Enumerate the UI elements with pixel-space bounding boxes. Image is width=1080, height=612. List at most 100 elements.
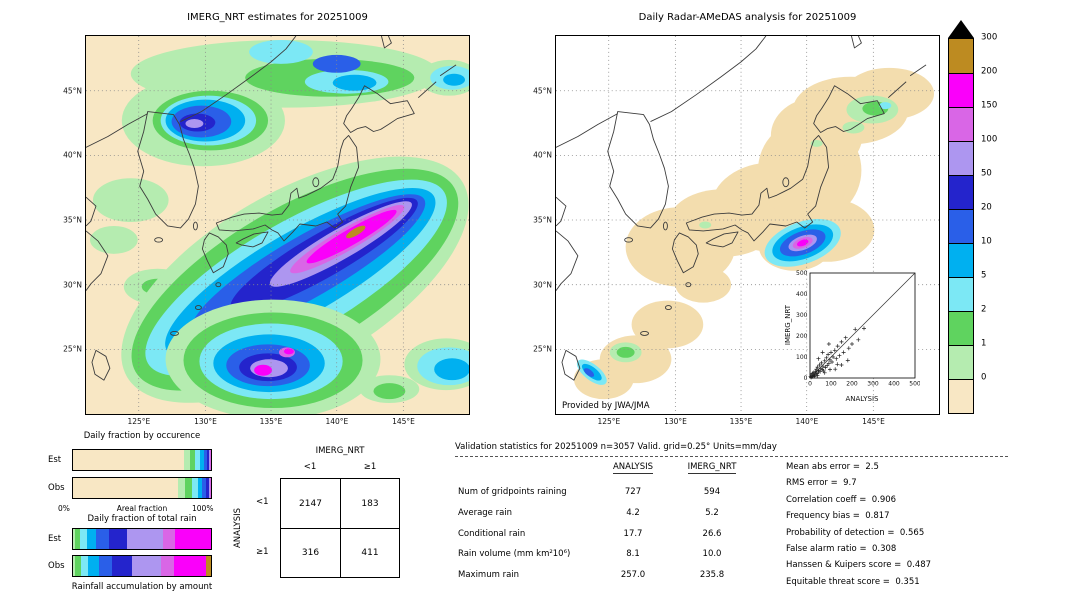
inset-scatter-plot: 00 100 100 200 200 300 300 400 400 500 500 ANALYSI… — [784, 270, 920, 403]
bar-segment — [204, 450, 208, 470]
areal-fraction-max: 100% — [192, 504, 214, 513]
bar-segment — [73, 529, 76, 549]
colorbar-tick-label: 200 — [981, 66, 998, 77]
inset-tick-label: 300 — [796, 312, 808, 319]
lat-tick-label: 45°N — [533, 86, 552, 96]
colorbar-segment — [949, 345, 973, 379]
scatter-point — [818, 369, 823, 374]
right-map-title: Daily Radar-AMeDAS analysis for 20251009 — [638, 12, 857, 23]
colorbar-segment — [949, 175, 973, 209]
validation-row: Average rain 4.2 5.2 — [458, 505, 758, 526]
lon-tick-label: 145°E — [862, 417, 885, 426]
colorbar-tick-label: 10 — [981, 236, 992, 247]
score-line: Equitable threat score = 0.351 — [786, 576, 920, 587]
score-line: RMS error = 9.7 — [786, 478, 857, 489]
lat-tick-label: 25°N — [533, 344, 552, 354]
areal-fraction-min: 0% — [58, 504, 70, 513]
lat-tick-label: 45°N — [63, 86, 82, 96]
validation-rows: Num of gridpoints raining 727 594 Average r… — [458, 484, 758, 588]
lon-tick-label: 145°E — [392, 417, 415, 426]
scatter-point — [813, 369, 818, 374]
colorbar-tick-label: 0 — [981, 372, 987, 383]
occurrence-title: Daily fraction by occurence — [83, 431, 201, 441]
inset-identity-line — [809, 272, 916, 379]
inset-tick-label: 400 — [796, 291, 808, 298]
bar-segment — [73, 556, 76, 576]
colorbar-segment — [949, 379, 973, 413]
lat-tick-label: 40°N — [533, 150, 552, 160]
contingency-cell-00: 2147 — [299, 498, 322, 509]
inset-tick-label: 0 — [808, 381, 812, 388]
lon-tick-label: 125°E — [127, 417, 151, 426]
inset-tick-labels: 00 100 100 200 200 300 300 400 400 500 500 — [796, 270, 920, 388]
scatter-point — [841, 350, 846, 355]
colorbar-tick-label: 300 — [981, 32, 998, 43]
bar-segment — [73, 450, 185, 470]
contingency-row-label-lt1: <1 — [256, 497, 269, 507]
bar-segment — [209, 478, 211, 498]
scatter-point — [815, 365, 820, 370]
contingency-table: 2147 183 316 411 — [280, 478, 400, 578]
bar-segment — [80, 556, 89, 576]
scatter-point — [822, 370, 827, 375]
colorbar-boxes — [948, 38, 974, 414]
contingency-col-header: IMERG_NRT — [315, 446, 365, 456]
imerg-precip-field — [89, 39, 469, 414]
validation-cell: 257.0 — [620, 570, 646, 581]
contingency-cell-10: 316 — [281, 528, 340, 577]
scatter-point — [823, 365, 828, 370]
score-line: Mean abs error = 2.5 — [786, 462, 879, 472]
colorbar-tick-label: 5 — [981, 270, 987, 281]
totalrain-bar-est — [72, 528, 212, 550]
scatter-point — [815, 373, 820, 378]
lon-tick-label: 140°E — [795, 417, 819, 426]
bar-segment — [108, 529, 127, 549]
score-line: Frequency bias = 0.817 — [786, 511, 890, 522]
bar-segment — [162, 529, 176, 549]
scatter-point — [822, 358, 827, 363]
scores-list: Mean abs error = 2.5 RMS error = 9.7 Corre… — [786, 459, 1021, 590]
inset-tick-label: 100 — [796, 354, 808, 361]
lon-tick-label: 135°E — [729, 417, 753, 426]
bar-row-label-obs: Obs — [48, 483, 65, 493]
bar-segment — [79, 529, 87, 549]
imerg-map: 45°N 40°N 35°N 30°N 25°N 125°E 130°E 135°E 140°E… — [63, 35, 470, 426]
credit-text: Provided by JWA/JMA — [562, 401, 650, 411]
lat-tick-label: 35°N — [533, 215, 552, 225]
contingency-cell-11: 411 — [340, 528, 399, 577]
bar-segment — [75, 556, 81, 576]
colorbar-segment — [949, 73, 973, 107]
scatter-point — [816, 370, 821, 375]
score-line: Correlation coeff = 0.906 — [786, 494, 897, 505]
validation-cell: Average rain — [458, 507, 513, 518]
lat-tick-label: 25°N — [63, 344, 82, 354]
inset-tick-label: 100 — [825, 381, 837, 388]
scatter-point — [834, 356, 839, 361]
validation-cell: Conditional rain — [458, 528, 526, 539]
bar-segment — [131, 556, 161, 576]
colorbar-tick-label: 20 — [981, 202, 992, 213]
scatter-point — [830, 360, 834, 364]
scatter-point — [819, 360, 824, 365]
scatter-point — [817, 363, 822, 367]
score-line: Hanssen & Kuipers score = 0.487 — [786, 560, 932, 571]
contingency-row-header: ANALYSIS — [233, 507, 243, 549]
bar-row-label-obs2: Obs — [48, 561, 65, 571]
totalrain-bar-obs — [72, 555, 212, 577]
validation-cell: 594 — [703, 487, 721, 497]
scatter-point — [829, 350, 833, 355]
inset-tick-label: 400 — [888, 381, 900, 388]
colorbar-segment — [949, 141, 973, 175]
bar-segment — [206, 478, 210, 498]
bar-segment — [200, 450, 205, 470]
imerg-southern-system — [165, 299, 381, 414]
score-line: Probability of detection = 0.565 — [786, 527, 925, 538]
inset-tick-label: 300 — [867, 381, 879, 388]
colorbar-tick-label: 1 — [981, 338, 987, 349]
bar-segment — [73, 478, 179, 498]
validation-row: Conditional rain 17.7 26.6 — [458, 526, 758, 547]
scatter-point — [828, 367, 832, 372]
validation-col-analysis: ANALYSIS — [598, 462, 668, 474]
scatter-point — [835, 362, 840, 367]
lon-tick-label: 135°E — [259, 417, 283, 426]
